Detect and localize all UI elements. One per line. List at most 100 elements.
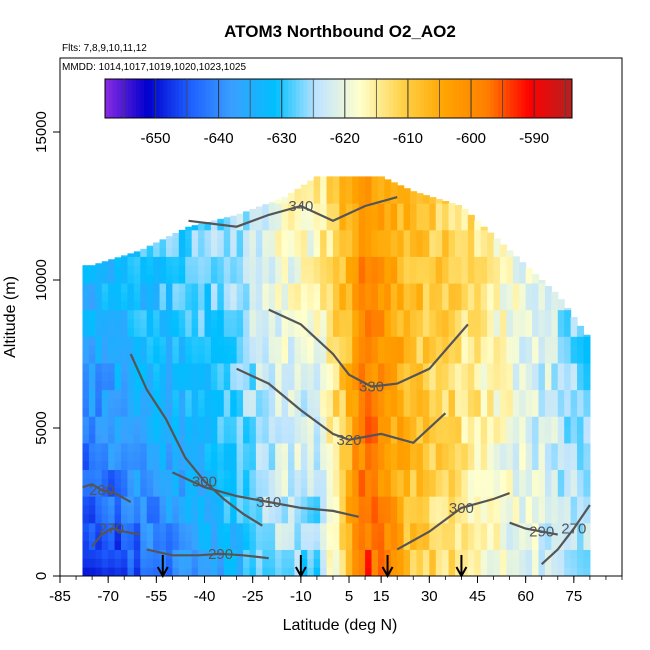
heatmap-cell [390,567,398,576]
heatmap-cell [358,487,366,497]
heatmap-cell [268,416,276,426]
heatmap-cell [455,407,463,417]
heatmap-cell [332,380,340,391]
heatmap-cell [422,567,430,576]
heatmap-cell [557,478,565,488]
heatmap-cell [88,318,96,328]
heatmap-cell [191,451,199,462]
heatmap-cell [262,220,270,231]
heatmap-cell [448,478,456,488]
heatmap-cell [114,567,122,576]
heatmap-cell [512,274,520,284]
heatmap-cell [243,407,251,417]
heatmap-cell [506,531,514,542]
heatmap-cell [564,362,572,373]
heatmap-cell [474,522,482,533]
heatmap-cell [358,211,366,222]
heatmap-cell [275,558,283,568]
heatmap-cell [512,504,520,515]
heatmap-cell [153,531,161,542]
heatmap-cell [307,487,315,497]
heatmap-cell [326,229,334,240]
heatmap-cell [204,274,212,284]
heatmap-cell [127,451,135,462]
heatmap-cell [410,540,418,550]
heatmap-cell [249,309,257,320]
colorbar-segment [241,79,246,118]
heatmap-cell [416,327,424,337]
heatmap-cell [275,451,283,462]
heatmap-cell [377,282,385,293]
heatmap-cell [422,211,430,222]
heatmap-cell [178,504,186,515]
heatmap-cell [249,327,257,337]
heatmap-cell [133,531,141,542]
heatmap-cell [532,345,540,355]
heatmap-cell [326,318,334,328]
heatmap-cell [88,274,96,284]
heatmap-cell [564,487,572,497]
heatmap-cell [210,345,218,355]
heatmap-cell [410,487,418,497]
heatmap-cell [403,291,411,302]
heatmap-cell [255,460,263,471]
heatmap-cell [442,201,450,204]
heatmap-cell [583,433,591,444]
heatmap-cell [320,540,328,550]
heatmap-cell [429,318,437,328]
heatmap-cell [474,531,482,542]
heatmap-cell [422,354,430,364]
colorbar-segment [260,79,266,118]
heatmap-cell [461,407,469,417]
heatmap-cell [288,336,296,346]
heatmap-cell [332,416,340,426]
heatmap-cell [384,425,392,435]
heatmap-cell [165,558,173,568]
heatmap-cell [281,345,289,355]
heatmap-cell [467,214,475,222]
heatmap-cell [397,496,405,506]
heatmap-cell [371,203,379,213]
heatmap-cell [422,371,430,382]
colorbar-segment [237,79,242,118]
colorbar-segment [447,79,452,118]
heatmap-cell [499,345,507,355]
colorbar-segment [424,79,429,118]
heatmap-cell [153,380,161,391]
heatmap-cell [577,558,585,568]
heatmap-cell [288,513,296,524]
heatmap-cell [210,487,218,497]
heatmap-cell [551,389,559,399]
heatmap-cell [448,229,456,240]
heatmap-cell [532,531,540,542]
heatmap-cell [352,220,360,231]
heatmap-cell [191,371,199,382]
heatmap-cell [493,504,501,515]
heatmap-cell [583,334,591,337]
heatmap-cell [313,496,321,506]
heatmap-cell [577,487,585,497]
heatmap-cell [204,309,212,320]
heatmap-cell [332,371,340,382]
heatmap-cell [352,274,360,284]
heatmap-cell [371,433,379,444]
heatmap-cell [300,398,308,408]
heatmap-cell [371,371,379,382]
heatmap-cell [422,229,430,240]
heatmap-cell [281,567,289,576]
heatmap-cell [288,469,296,479]
heatmap-cell [88,416,96,426]
heatmap-cell [377,558,385,568]
heatmap-cell [499,327,507,337]
heatmap-cell [442,433,450,444]
colorbar-segment [202,79,207,118]
heatmap-cell [230,460,238,471]
heatmap-cell [191,540,199,550]
heatmap-cell [198,309,206,320]
heatmap-cell [108,407,116,417]
heatmap-cell [82,549,90,559]
heatmap-cell [146,487,154,497]
heatmap-cell [397,265,405,275]
heatmap-cell [371,487,379,497]
heatmap-cell [230,425,238,435]
